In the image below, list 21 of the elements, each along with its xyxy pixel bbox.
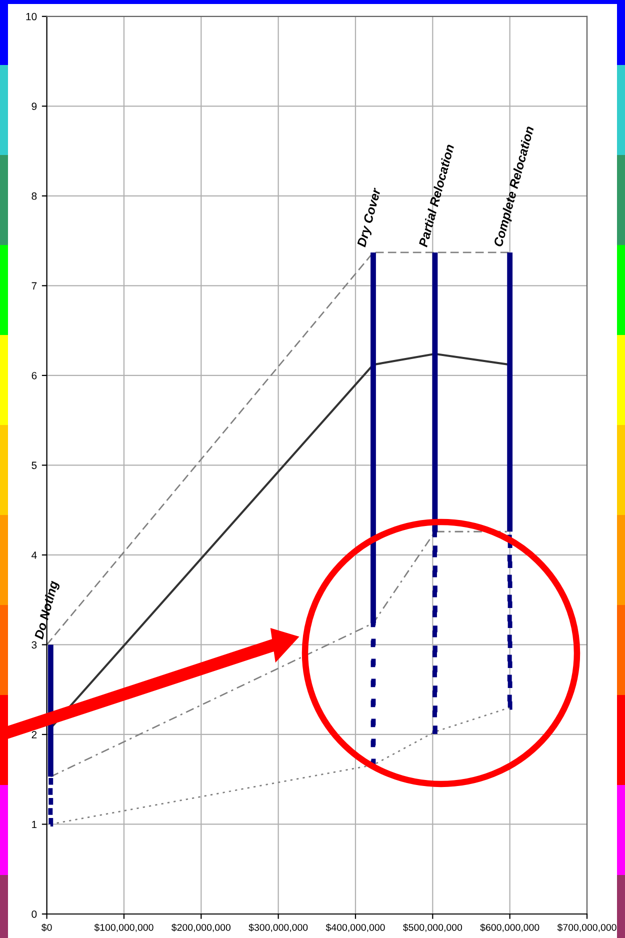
y-tick-label: 4 [32,552,37,559]
y-tick-label: 6 [32,372,37,380]
x-tick-label: $200,000,000 [172,924,230,932]
x-tick-label: $500,000,000 [403,924,462,932]
y-tick-label: 3 [32,641,37,649]
y-tick-label: 1 [32,820,37,828]
y-tick-label: 7 [32,282,37,290]
annotation: Dry Cover [356,187,384,248]
x-tick-label: $0 [42,924,52,932]
x-tick-label: $100,000,000 [94,924,154,932]
x-tick-label: $700,000,000 [557,924,616,932]
y-tick-label: 0 [32,910,37,918]
y-tick-label: 8 [32,192,37,200]
y-tick-label: 2 [32,730,37,738]
x-tick-label: $300,000,000 [248,924,308,932]
annotation: Do Noting [34,580,60,640]
x-tick-label: $600,000,000 [480,924,540,932]
y-tick-label: 5 [32,462,37,470]
x-tick-label: $400,000,000 [326,924,385,932]
y-tick-label: 10 [26,12,37,20]
y-tick-label: 9 [32,102,37,110]
